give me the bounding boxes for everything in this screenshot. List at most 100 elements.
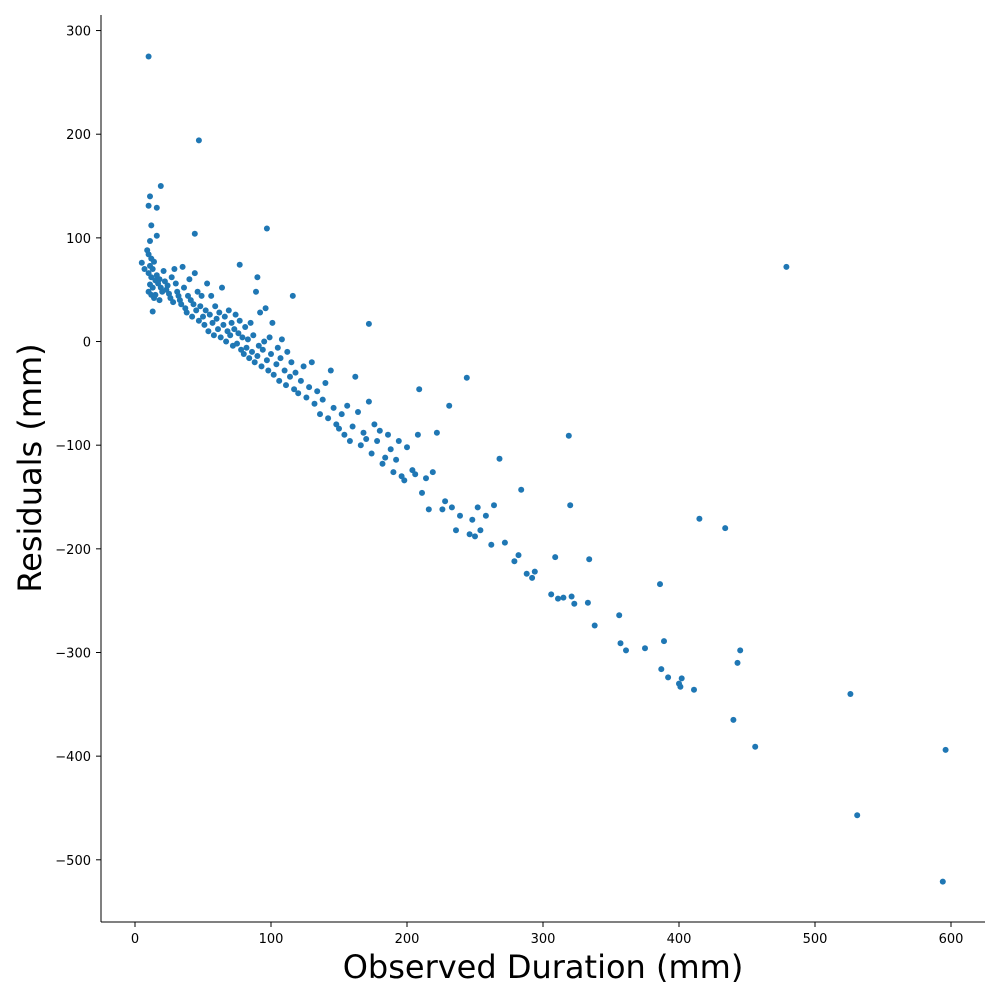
data-point [338, 411, 345, 418]
data-point [560, 594, 567, 601]
data-point [278, 336, 285, 343]
data-point [472, 533, 478, 540]
data-point [390, 469, 397, 476]
data-point [265, 367, 272, 374]
data-point [529, 574, 536, 581]
x-axis-title: Observed Duration (mm) [343, 948, 744, 986]
data-point [149, 266, 156, 272]
data-point [404, 444, 410, 451]
data-point [446, 402, 453, 409]
y-axis-title: Residuals (mm) [11, 343, 49, 592]
data-point [531, 568, 538, 575]
data-point [147, 238, 153, 244]
data-point [518, 486, 525, 493]
data-point [939, 878, 946, 885]
x-tick-label: 500 [803, 932, 828, 947]
data-point [416, 386, 423, 393]
data-point [153, 232, 160, 239]
data-point [382, 454, 389, 461]
data-point [295, 390, 302, 397]
data-point [291, 386, 298, 393]
data-point [200, 313, 206, 320]
data-point [148, 222, 155, 229]
data-point [341, 431, 348, 438]
y-tick-label: 100 [66, 232, 91, 247]
data-point [253, 288, 259, 295]
data-point [257, 309, 264, 316]
data-point [178, 301, 185, 308]
x-tick-label: 200 [395, 932, 420, 947]
data-point [665, 674, 672, 681]
data-point [251, 359, 258, 366]
data-point [205, 328, 212, 335]
y-tick-label: −200 [55, 543, 91, 558]
data-point [311, 400, 318, 407]
data-point [227, 332, 234, 339]
data-point [242, 324, 249, 330]
data-point [678, 675, 685, 682]
data-point [453, 527, 459, 534]
data-point [423, 475, 429, 482]
data-point [147, 193, 153, 200]
data-point [730, 716, 737, 723]
data-point [223, 338, 230, 345]
data-point [617, 640, 624, 647]
data-point [220, 321, 227, 328]
data-point [170, 299, 177, 306]
data-point [274, 344, 281, 351]
data-point [412, 471, 419, 478]
data-point [352, 373, 359, 380]
y-axis-ticks: 300 200 100 0 −100 −200 −300 −400 −500 [55, 25, 101, 869]
x-tick-label: 300 [531, 932, 556, 947]
data-point [289, 292, 296, 299]
data-point [642, 645, 648, 652]
data-point [236, 317, 243, 324]
data-point [145, 202, 152, 209]
data-point [737, 647, 744, 654]
data-point [259, 346, 266, 353]
data-point [269, 319, 276, 326]
data-point [206, 311, 213, 318]
data-point [477, 527, 484, 534]
data-point [168, 274, 175, 281]
data-point [429, 469, 436, 476]
data-point [277, 355, 284, 362]
data-point [433, 429, 440, 436]
y-tick-label: −400 [55, 750, 91, 765]
data-point [658, 666, 665, 673]
data-point [355, 409, 361, 415]
data-point [425, 506, 432, 513]
data-point [208, 292, 215, 299]
data-point [201, 321, 208, 328]
y-tick-label: 200 [66, 128, 91, 143]
data-point [657, 581, 663, 588]
data-point [469, 516, 476, 523]
data-point [193, 307, 200, 314]
data-point [247, 319, 254, 326]
data-point [393, 456, 400, 463]
data-point [186, 276, 193, 283]
data-point [216, 309, 223, 316]
data-point [217, 334, 224, 341]
data-point [552, 554, 559, 561]
data-point [584, 599, 591, 606]
data-point [365, 398, 372, 405]
data-point [197, 303, 204, 310]
data-point [568, 593, 575, 600]
data-point [466, 531, 473, 538]
data-point [565, 432, 572, 439]
data-point [190, 301, 197, 308]
data-point [722, 525, 729, 532]
data-point [292, 369, 299, 376]
data-point [160, 268, 167, 274]
data-point [276, 377, 283, 384]
data-point [148, 274, 155, 281]
data-point [250, 332, 257, 339]
data-point [172, 280, 179, 287]
data-point [752, 743, 759, 750]
data-point [191, 230, 198, 237]
data-point [198, 292, 205, 299]
data-point [571, 600, 578, 607]
data-point [235, 330, 242, 337]
